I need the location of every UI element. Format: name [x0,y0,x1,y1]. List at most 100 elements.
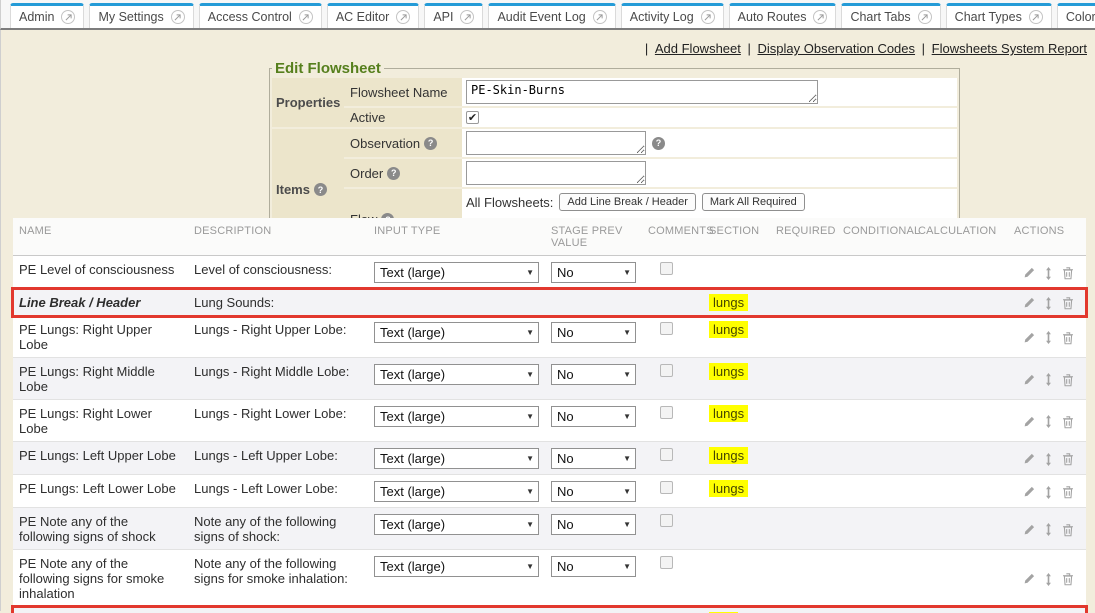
delete-trash-icon[interactable] [1062,296,1074,310]
row-description: Note any of the following signs for smok… [194,556,348,586]
external-link-icon[interactable] [298,10,313,24]
tab-access-control[interactable]: Access Control [198,3,322,28]
tab-activity-log[interactable]: Activity Log [620,3,724,28]
active-checkbox[interactable]: ✔ [466,111,479,124]
tab-chart-types[interactable]: Chart Types [945,3,1052,28]
stage-prev-value-select[interactable]: No ▼ [551,406,636,427]
external-link-icon[interactable] [61,10,76,24]
move-row-icon[interactable] [1044,452,1053,466]
chevron-down-icon: ▼ [526,268,534,277]
observation-input[interactable] [466,131,646,155]
stage-prev-value-select[interactable]: No ▼ [551,556,636,577]
column-header-name: NAME [19,225,52,237]
external-link-icon[interactable] [592,10,607,24]
mark-all-required-button[interactable]: Mark All Required [701,193,805,211]
section-badge: lungs [709,294,749,311]
input-type-select[interactable]: Text (large) ▼ [374,481,539,502]
delete-trash-icon[interactable] [1062,373,1074,387]
comments-checkbox[interactable] [660,556,673,569]
comments-checkbox[interactable] [660,448,673,461]
edit-pencil-icon[interactable] [1023,486,1035,498]
order-input[interactable] [466,161,646,185]
move-row-icon[interactable] [1044,331,1053,344]
delete-trash-icon[interactable] [1062,415,1074,429]
input-type-select[interactable]: Text (large) ▼ [374,448,539,469]
input-type-select[interactable]: Text (large) ▼ [374,406,539,427]
add-flowsheet-link[interactable]: Add Flowsheet [654,41,741,56]
tab-label: My Settings [98,10,164,24]
move-row-icon[interactable] [1044,415,1053,428]
input-type-select[interactable]: Text (large) ▼ [374,364,539,385]
external-link-icon[interactable] [1028,10,1043,24]
edit-pencil-icon[interactable] [1023,573,1035,585]
move-row-icon[interactable] [1044,266,1053,280]
tab-my-settings[interactable]: My Settings [89,3,194,28]
link-separator: | [747,41,755,56]
chevron-down-icon: ▼ [623,487,631,496]
calculation-cell [912,550,1008,606]
tab-api[interactable]: API [424,3,484,28]
delete-trash-icon[interactable] [1062,331,1074,345]
input-type-select[interactable]: Text (large) ▼ [374,556,539,577]
display-observation-codes-link[interactable]: Display Observation Codes [757,41,916,56]
tab-colors[interactable]: Colors [1056,3,1095,28]
row-name: PE Lungs: Left Lower Lobe [19,481,176,496]
external-link-icon[interactable] [813,10,828,24]
external-link-icon[interactable] [700,10,715,24]
comments-checkbox[interactable] [660,514,673,527]
add-line-break-header-button[interactable]: Add Line Break / Header [559,193,696,211]
flowsheet-name-input[interactable]: PE-Skin-Burns [466,80,818,104]
tab-auto-routes[interactable]: Auto Routes [728,3,837,28]
tab-audit-event-log[interactable]: Audit Event Log [488,3,616,28]
comments-checkbox[interactable] [660,481,673,494]
tab-label: Admin [19,10,55,24]
comments-checkbox[interactable] [660,364,673,377]
delete-trash-icon[interactable] [1062,485,1074,499]
edit-pencil-icon[interactable] [1023,297,1035,309]
move-row-icon[interactable] [1044,373,1053,386]
comments-checkbox[interactable] [660,262,673,275]
tab-admin[interactable]: Admin [10,3,85,28]
delete-trash-icon[interactable] [1062,523,1074,537]
all-flowsheets-label: All Flowsheets: [466,194,554,210]
tab-ac-editor[interactable]: AC Editor [326,3,420,28]
edit-pencil-icon[interactable] [1023,453,1035,465]
delete-trash-icon[interactable] [1062,266,1074,280]
required-cell [770,316,837,357]
delete-trash-icon[interactable] [1062,572,1074,586]
move-row-icon[interactable] [1044,572,1053,586]
stage-prev-value-select[interactable]: No ▼ [551,448,636,469]
external-link-icon[interactable] [917,10,932,24]
external-link-icon[interactable] [396,10,411,24]
delete-trash-icon[interactable] [1062,452,1074,466]
edit-pencil-icon[interactable] [1023,524,1035,536]
stage-prev-value-select[interactable]: No ▼ [551,322,636,343]
edit-pencil-icon[interactable] [1023,416,1035,428]
tab-chart-tabs[interactable]: Chart Tabs [841,3,941,28]
edit-pencil-icon[interactable] [1023,332,1035,344]
edit-pencil-icon[interactable] [1023,374,1035,386]
move-row-icon[interactable] [1044,485,1053,499]
external-link-icon[interactable] [460,10,475,24]
help-icon[interactable]: ? [652,136,665,150]
help-icon[interactable]: ? [313,183,327,196]
external-link-icon[interactable] [170,10,185,24]
move-row-icon[interactable] [1044,523,1053,536]
input-type-select[interactable]: Text (large) ▼ [374,262,539,283]
conditional-cell [837,400,912,441]
comments-checkbox[interactable] [660,406,673,419]
stage-prev-value-select[interactable]: No ▼ [551,364,636,385]
stage-prev-value-select[interactable]: No ▼ [551,481,636,502]
flowsheets-system-report-link[interactable]: Flowsheets System Report [931,41,1087,56]
comments-checkbox[interactable] [660,322,673,335]
help-icon[interactable]: ? [424,136,438,150]
stage-prev-value-select[interactable]: No ▼ [551,262,636,283]
stage-prev-value-select[interactable]: No ▼ [551,514,636,535]
chevron-down-icon: ▼ [526,454,534,463]
move-row-icon[interactable] [1044,296,1053,310]
input-type-select[interactable]: Text (large) ▼ [374,322,539,343]
input-type-select[interactable]: Text (large) ▼ [374,514,539,535]
help-icon[interactable]: ? [387,166,401,180]
required-cell [770,256,837,288]
edit-pencil-icon[interactable] [1023,267,1035,279]
